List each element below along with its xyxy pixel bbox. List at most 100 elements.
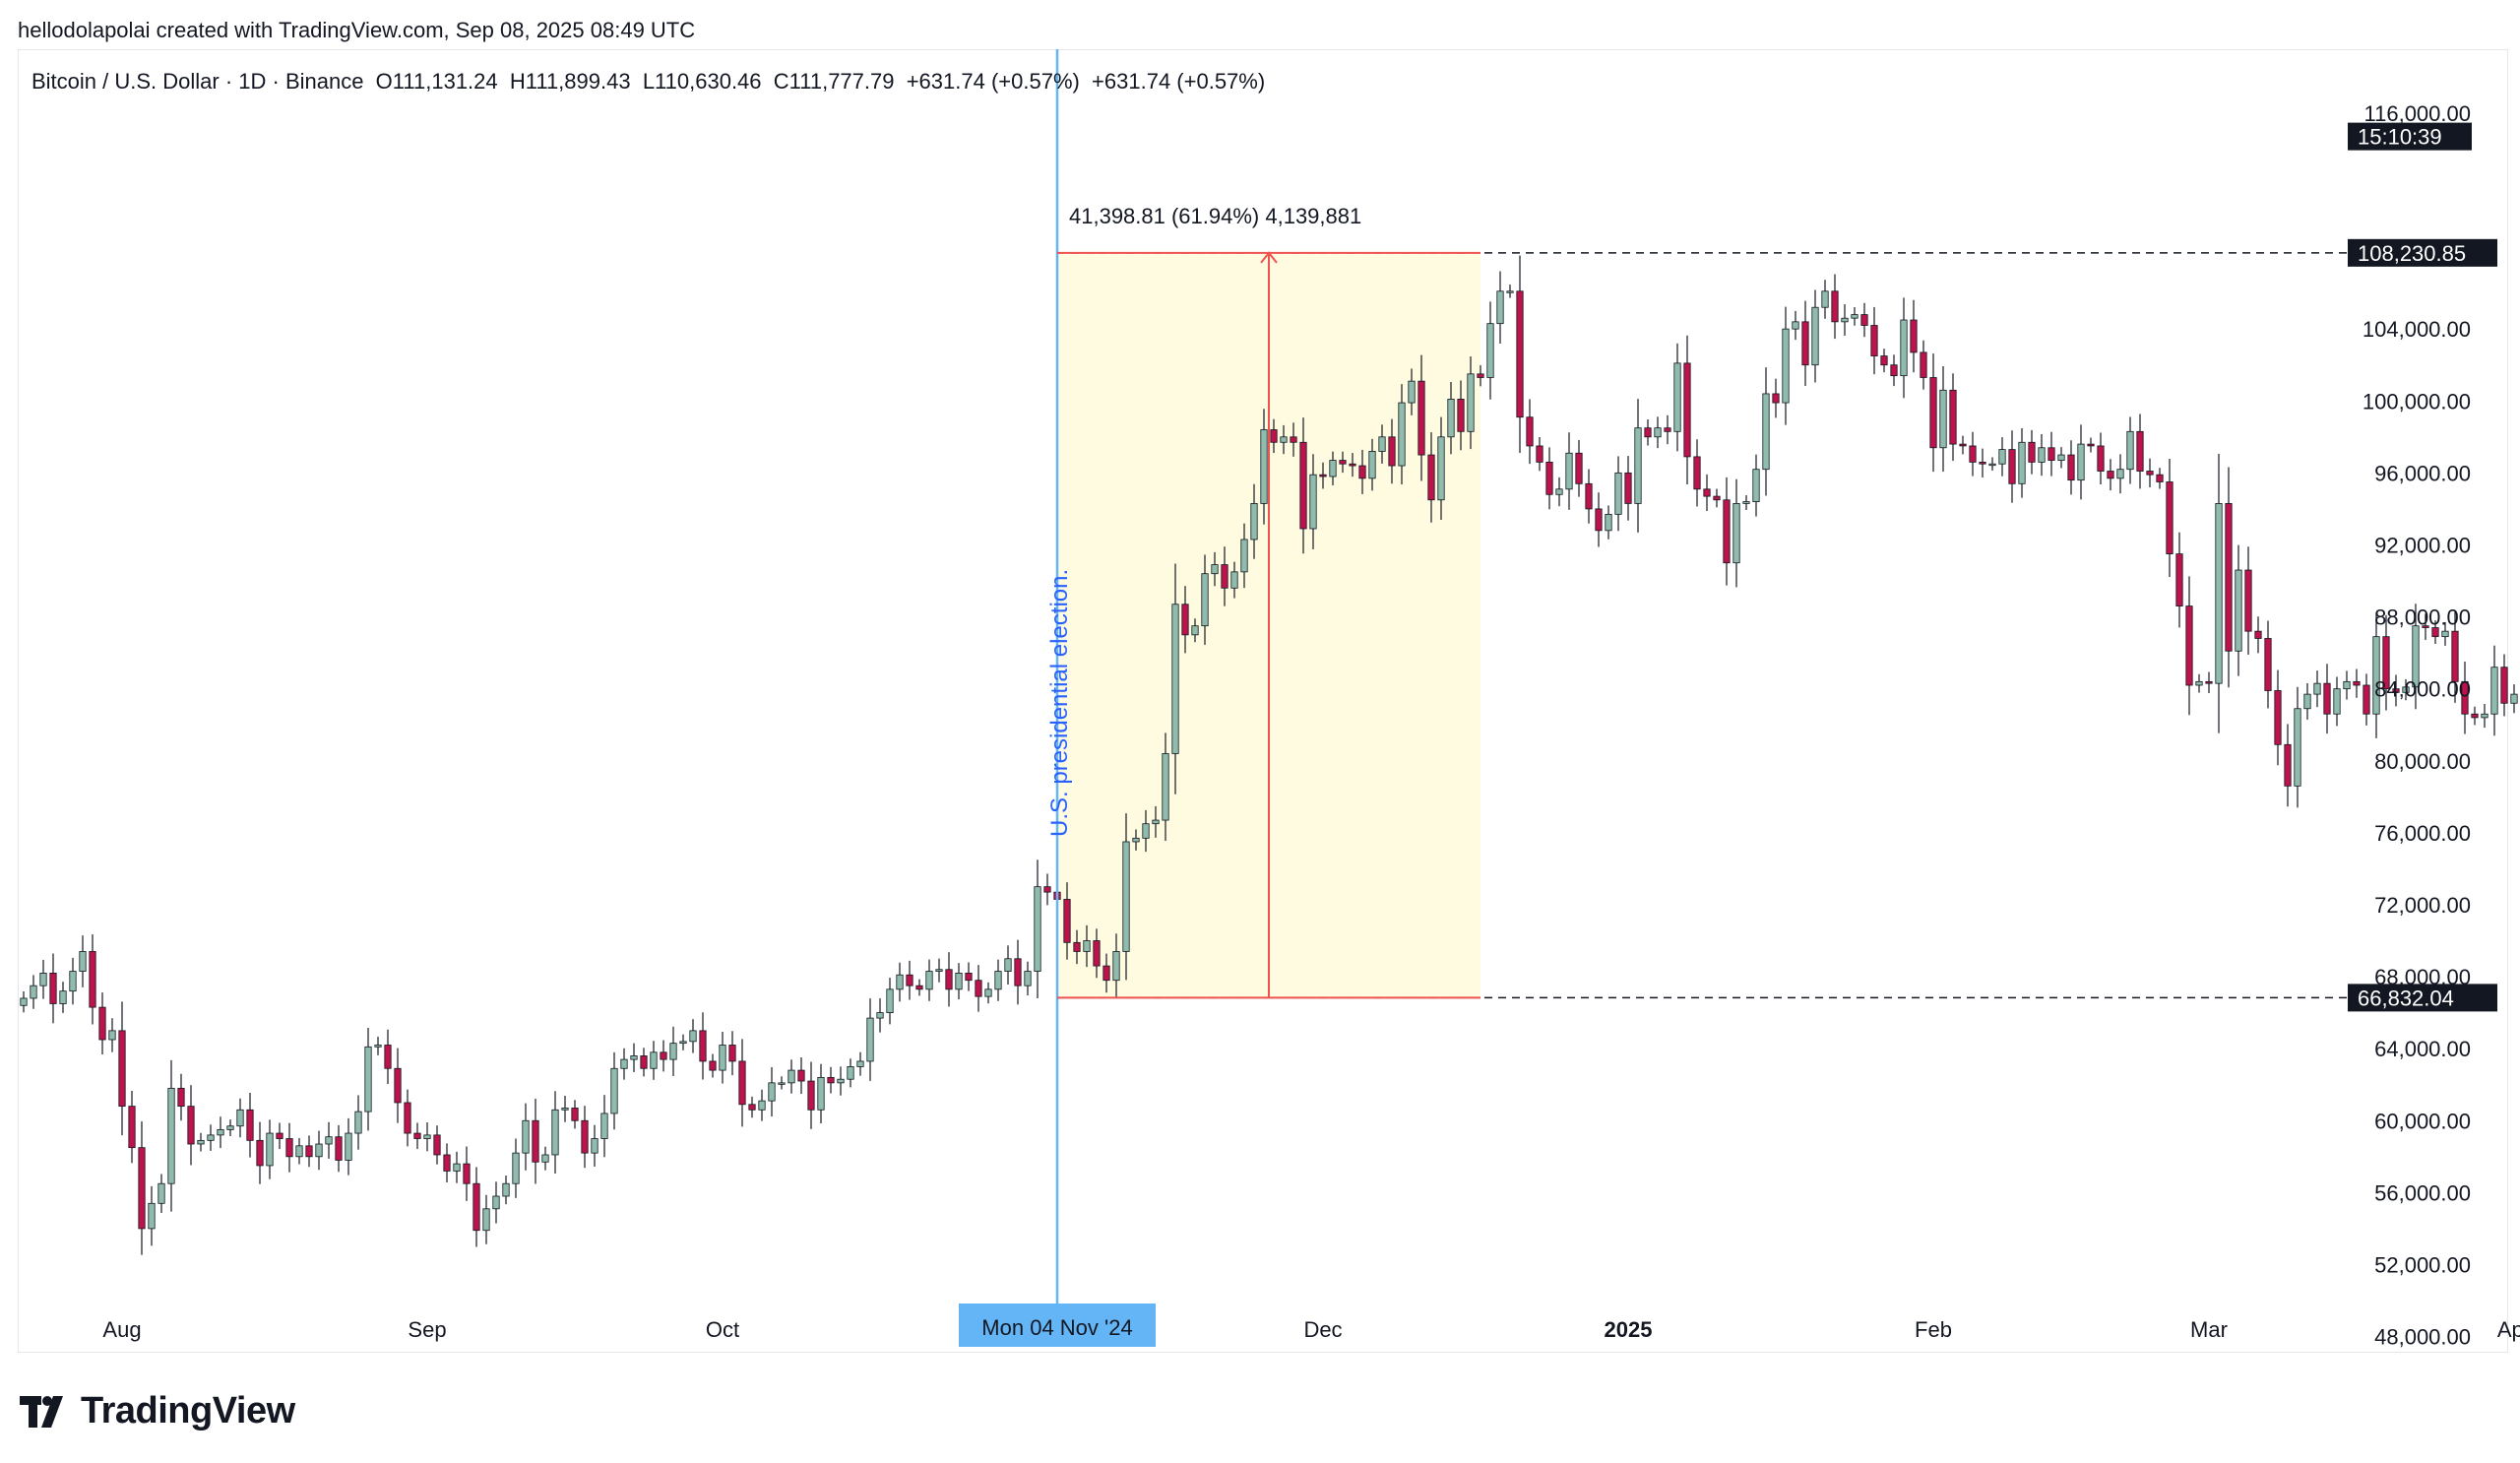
candle[interactable]: [1614, 456, 1622, 532]
candle[interactable]: [2431, 620, 2439, 645]
candle[interactable]: [2195, 673, 2203, 693]
candle[interactable]: [1929, 353, 1937, 473]
candle[interactable]: [2038, 433, 2046, 477]
candle[interactable]: [1683, 335, 1691, 484]
candle[interactable]: [1339, 451, 1347, 474]
candle[interactable]: [1043, 873, 1051, 906]
candle[interactable]: [2175, 532, 2183, 628]
candle[interactable]: [118, 1001, 126, 1136]
candle[interactable]: [1191, 618, 1199, 643]
candle[interactable]: [591, 1124, 598, 1167]
candle[interactable]: [1792, 310, 1799, 341]
candle[interactable]: [2412, 604, 2420, 710]
candle[interactable]: [856, 1051, 864, 1076]
candle[interactable]: [1329, 451, 1337, 485]
candle[interactable]: [108, 1018, 116, 1052]
candle[interactable]: [158, 1174, 165, 1214]
candle[interactable]: [1122, 813, 1130, 981]
candle[interactable]: [600, 1095, 608, 1158]
candle[interactable]: [187, 1085, 195, 1166]
candle[interactable]: [2097, 432, 2105, 485]
candle[interactable]: [1831, 274, 1839, 340]
candle[interactable]: [2422, 613, 2429, 640]
candle[interactable]: [876, 998, 884, 1033]
candle[interactable]: [1309, 454, 1317, 549]
candle[interactable]: [2077, 424, 2085, 500]
candle[interactable]: [364, 1028, 372, 1131]
candle[interactable]: [2323, 664, 2331, 734]
candle[interactable]: [1811, 289, 1819, 383]
candle[interactable]: [413, 1122, 421, 1150]
candle[interactable]: [69, 957, 77, 1005]
candle[interactable]: [2362, 673, 2370, 726]
candle[interactable]: [1142, 809, 1150, 853]
candle[interactable]: [138, 1120, 146, 1255]
candle[interactable]: [1004, 945, 1012, 985]
candle[interactable]: [955, 963, 963, 1000]
candle[interactable]: [1555, 477, 1563, 507]
candle[interactable]: [335, 1124, 343, 1173]
candle[interactable]: [1752, 454, 1760, 517]
candle[interactable]: [610, 1051, 618, 1130]
candle[interactable]: [2156, 468, 2164, 489]
tradingview-logo[interactable]: TradingView: [20, 1390, 295, 1432]
candle[interactable]: [1565, 432, 1573, 510]
candle[interactable]: [522, 1103, 530, 1171]
candle[interactable]: [89, 934, 96, 1025]
candle[interactable]: [2264, 620, 2272, 709]
candle[interactable]: [1368, 438, 1376, 491]
candle[interactable]: [2235, 544, 2242, 676]
candle[interactable]: [2057, 447, 2065, 469]
candle[interactable]: [1664, 414, 1671, 445]
candle[interactable]: [1083, 924, 1091, 968]
candle[interactable]: [1132, 829, 1140, 851]
candle[interactable]: [581, 1106, 589, 1169]
candle[interactable]: [620, 1048, 628, 1080]
candle[interactable]: [1634, 399, 1642, 533]
candle[interactable]: [1260, 409, 1268, 525]
candle[interactable]: [817, 1063, 825, 1123]
candle[interactable]: [709, 1053, 717, 1078]
candle[interactable]: [1437, 416, 1445, 520]
candle[interactable]: [1959, 435, 1967, 455]
candle[interactable]: [2116, 454, 2124, 494]
candle[interactable]: [2382, 614, 2390, 711]
candle[interactable]: [30, 975, 37, 1009]
candle[interactable]: [915, 979, 923, 996]
candle[interactable]: [640, 1048, 648, 1077]
candle[interactable]: [630, 1043, 638, 1072]
candle[interactable]: [236, 1098, 244, 1138]
candle[interactable]: [1447, 381, 1455, 455]
candle[interactable]: [295, 1138, 303, 1165]
candle[interactable]: [1280, 424, 1288, 455]
candle[interactable]: [1536, 437, 1544, 472]
candle[interactable]: [1378, 424, 1386, 464]
candle[interactable]: [975, 965, 982, 1012]
candle[interactable]: [728, 1031, 736, 1076]
candle[interactable]: [2313, 670, 2321, 708]
candle[interactable]: [128, 1091, 136, 1164]
candle[interactable]: [59, 982, 67, 1013]
candle[interactable]: [2048, 431, 2055, 477]
candle[interactable]: [1290, 422, 1297, 457]
candle[interactable]: [374, 1036, 382, 1055]
candle[interactable]: [1585, 469, 1593, 524]
candle[interactable]: [935, 958, 943, 983]
candle[interactable]: [2146, 458, 2154, 488]
candle[interactable]: [2284, 724, 2292, 807]
candle[interactable]: [502, 1176, 510, 1205]
candle[interactable]: [1841, 304, 1849, 336]
candle[interactable]: [1181, 586, 1189, 654]
candle[interactable]: [207, 1124, 215, 1151]
candle[interactable]: [748, 1096, 756, 1118]
candle[interactable]: [1467, 356, 1475, 450]
candle[interactable]: [1949, 373, 1957, 462]
candle[interactable]: [1723, 477, 1731, 586]
candle[interactable]: [2303, 682, 2311, 720]
candle[interactable]: [719, 1032, 726, 1084]
candle[interactable]: [1851, 306, 1858, 326]
candle[interactable]: [896, 962, 904, 1002]
candle[interactable]: [1171, 563, 1179, 795]
candle[interactable]: [679, 1034, 687, 1050]
candle[interactable]: [2343, 670, 2351, 700]
